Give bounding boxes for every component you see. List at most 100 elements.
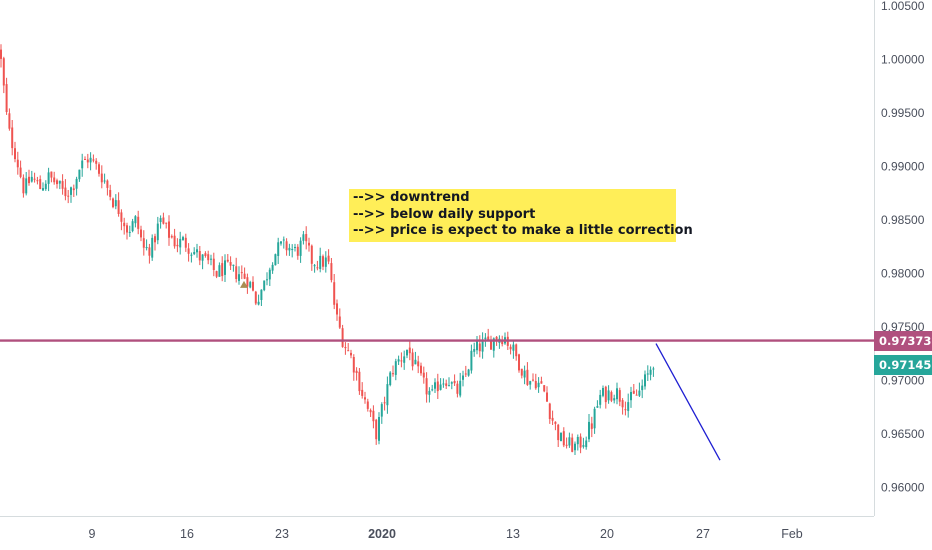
candle-body — [266, 279, 268, 281]
y-tick-label: 1.00000 — [881, 53, 925, 67]
candle-body — [324, 257, 327, 267]
candle-body — [422, 372, 425, 378]
candle-body — [411, 352, 414, 367]
candle-body — [285, 241, 288, 251]
candle-body — [361, 389, 364, 396]
candle-body — [100, 173, 103, 183]
candle-body — [607, 390, 610, 401]
candle-body — [86, 159, 89, 163]
y-tick-label: 1.00500 — [881, 0, 925, 13]
candle-body — [75, 178, 78, 189]
candle-body — [154, 236, 156, 243]
candle-body — [109, 190, 112, 197]
time-axis[interactable]: 9 16 23 2020 13 20 27 Feb — [89, 527, 803, 541]
candle-body — [462, 375, 464, 380]
candle-body — [604, 386, 607, 403]
forecast-arrow-line[interactable] — [655, 343, 721, 461]
candle-body — [369, 410, 372, 413]
candle-body — [442, 383, 445, 385]
candle-body — [243, 273, 246, 279]
candle-body — [546, 392, 548, 402]
candle-body — [585, 440, 588, 448]
candle-body — [302, 234, 305, 241]
candle-body — [364, 397, 366, 400]
candle-body — [610, 392, 613, 401]
candle-body — [128, 231, 131, 233]
candle-body — [117, 200, 120, 214]
x-tick-label: 9 — [89, 527, 96, 541]
candle-body — [495, 336, 498, 342]
candle-body — [347, 350, 350, 352]
candle-body — [123, 222, 126, 227]
triangle-marker-icon — [240, 280, 248, 288]
candle-body — [42, 188, 44, 191]
candle-body — [618, 390, 621, 402]
candle-body — [512, 344, 515, 351]
y-tick-label: 0.96000 — [881, 481, 925, 495]
candle-body — [350, 352, 352, 356]
candle-body — [392, 373, 394, 375]
candle-body — [408, 347, 411, 354]
support-price-label: 0.97373 — [874, 330, 932, 351]
candle-body — [92, 159, 95, 161]
candle-body — [397, 359, 400, 362]
candle-body — [344, 347, 347, 349]
candle-body — [238, 274, 240, 281]
y-tick-label: 0.98000 — [881, 267, 925, 281]
candle-body — [420, 365, 422, 374]
candle-body — [193, 252, 196, 255]
annotation-note[interactable]: -->> downtrend -->> below daily support … — [349, 189, 693, 242]
candle-body — [481, 340, 484, 352]
candle-body — [201, 254, 204, 261]
candle-body — [582, 445, 585, 447]
candle-body — [464, 373, 467, 375]
candle-body — [257, 301, 260, 305]
candle-body — [72, 188, 75, 191]
candle-body — [515, 344, 518, 357]
candle-body — [389, 372, 392, 385]
candle-body — [137, 216, 140, 229]
candle-body — [378, 417, 380, 441]
candle-body — [576, 437, 579, 445]
candle-body — [372, 410, 375, 422]
candle-body — [459, 380, 462, 396]
candle-body — [198, 251, 201, 261]
candle-body — [131, 221, 134, 232]
candle-body — [173, 235, 176, 247]
candle-body — [557, 424, 560, 441]
candle-body — [406, 349, 408, 356]
candle-body — [403, 356, 406, 363]
candle-body — [635, 394, 638, 396]
candle-body — [168, 221, 170, 238]
candle-body — [271, 264, 274, 271]
current-price-label: 0.97145 — [874, 355, 932, 375]
candle-body — [322, 256, 324, 267]
candle-body — [210, 258, 212, 260]
candle-body — [134, 216, 137, 224]
candle-body — [439, 384, 442, 390]
price-axis[interactable]: 1.00500 1.00000 0.99500 0.99000 0.98500 0.980… — [881, 0, 925, 495]
candle-body — [184, 237, 187, 248]
candle-body — [299, 240, 302, 256]
candle-body — [613, 398, 616, 401]
candle-body — [470, 350, 473, 371]
candle-body — [523, 370, 526, 378]
candle-body — [207, 254, 210, 261]
candle-body — [190, 254, 193, 256]
candle-body — [226, 259, 229, 262]
candle-body — [532, 379, 534, 381]
candle-body — [126, 225, 128, 233]
candle-body — [341, 328, 344, 347]
y-tick-label: 0.96500 — [881, 427, 925, 441]
candle-body — [554, 421, 557, 424]
candle-body — [417, 361, 420, 367]
candle-body — [366, 401, 369, 409]
candle-body — [67, 195, 70, 197]
candle-body — [28, 176, 30, 184]
candle-body — [492, 338, 495, 351]
candle-body — [78, 169, 81, 180]
candle-body — [5, 84, 8, 112]
candle-body — [246, 277, 249, 287]
candle-body — [565, 444, 568, 446]
